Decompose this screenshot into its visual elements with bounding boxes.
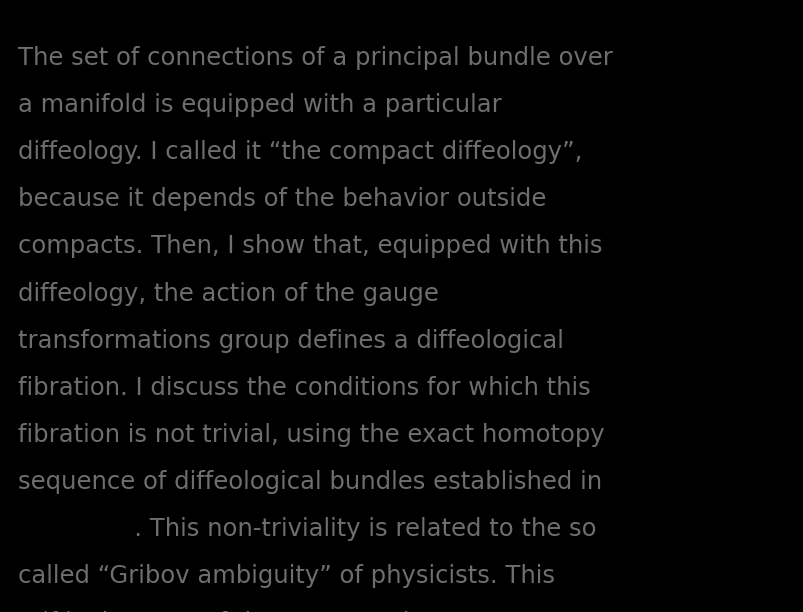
Text: a manifold is equipped with a particular: a manifold is equipped with a particular [18, 93, 501, 117]
Text: because it depends of the behavior outside: because it depends of the behavior outsi… [18, 187, 545, 211]
Text: pdf is the scan of the CPT preprint.: pdf is the scan of the CPT preprint. [18, 611, 441, 612]
Text: transformations group defines a diffeological: transformations group defines a diffeolo… [18, 329, 563, 353]
Text: called “Gribov ambiguity” of physicists. This: called “Gribov ambiguity” of physicists.… [18, 564, 554, 588]
Text: diffeology, the action of the gauge: diffeology, the action of the gauge [18, 282, 438, 305]
Text: diffeology. I called it “the compact diffeology”,: diffeology. I called it “the compact dif… [18, 140, 581, 164]
Text: sequence of diffeological bundles established in: sequence of diffeological bundles establ… [18, 470, 601, 494]
Text: . This non-triviality is related to the so: . This non-triviality is related to the … [18, 517, 596, 541]
Text: compacts. Then, I show that, equipped with this: compacts. Then, I show that, equipped wi… [18, 234, 601, 258]
Text: fibration is not trivial, using the exact homotopy: fibration is not trivial, using the exac… [18, 423, 604, 447]
Text: fibration. I discuss the conditions for which this: fibration. I discuss the conditions for … [18, 376, 589, 400]
Text: The set of connections of a principal bundle over: The set of connections of a principal bu… [18, 46, 612, 70]
